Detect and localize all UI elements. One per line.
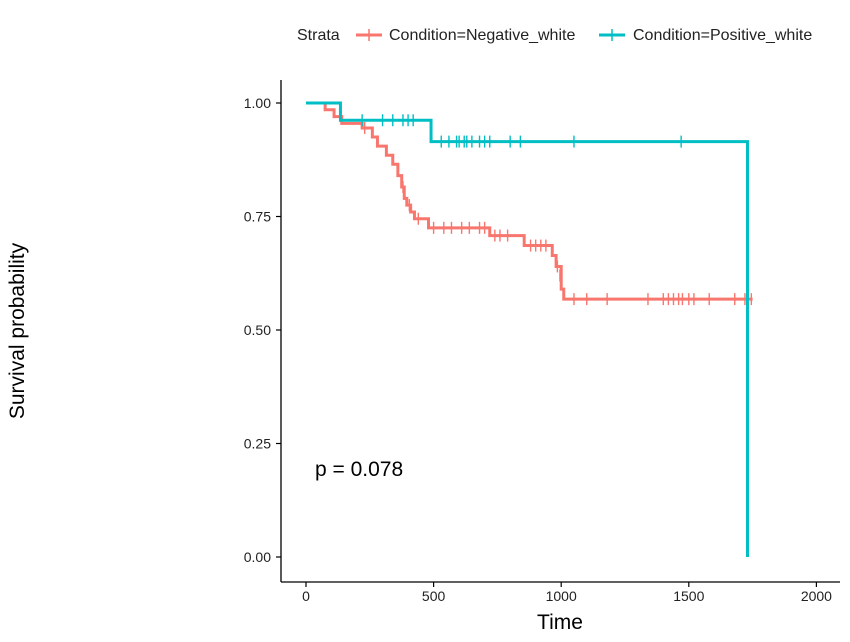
y-tick-label: 0.75 (244, 209, 271, 225)
x-axis-ticks: 0 500 1000 1500 2000 (302, 582, 832, 604)
series-negative (306, 101, 753, 306)
survival-curve-negative (306, 101, 753, 301)
series-layer (306, 101, 753, 557)
x-tick-label: 1000 (546, 588, 577, 604)
legend-label-positive: Condition=Positive_white (633, 27, 812, 44)
y-tick-label: 1.00 (244, 95, 271, 111)
series-positive (306, 101, 749, 557)
legend-entry-positive: Condition=Positive_white (599, 27, 812, 44)
y-tick-label: 0.00 (244, 549, 271, 565)
legend-entry-negative: Condition=Negative_white (356, 27, 575, 44)
p-value-annotation: p = 0.078 (315, 458, 403, 481)
survival-curve-positive (306, 101, 749, 557)
legend-label-negative: Condition=Negative_white (389, 27, 575, 44)
x-tick-label: 2000 (801, 588, 832, 604)
legend-title: Strata (297, 27, 340, 44)
y-axis-title: Survival probability (6, 242, 29, 419)
x-axis-title: Time (537, 611, 583, 634)
legend: Strata Condition=Negative_white Conditio… (297, 27, 812, 44)
x-tick-label: 0 (302, 588, 310, 604)
y-tick-label: 0.25 (244, 436, 271, 452)
x-tick-label: 500 (422, 588, 446, 604)
y-tick-label: 0.50 (244, 322, 271, 338)
y-axis-ticks: 0.00 0.25 0.50 0.75 1.00 (244, 95, 281, 565)
x-tick-label: 1500 (673, 588, 704, 604)
